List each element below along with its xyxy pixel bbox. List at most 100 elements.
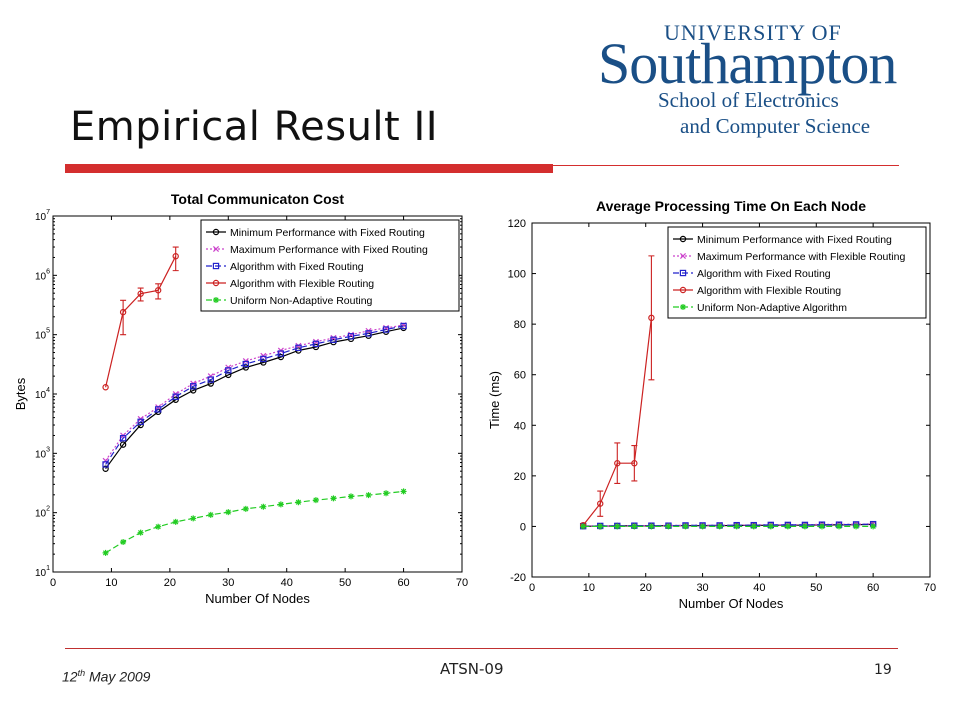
data-point	[870, 523, 877, 530]
footer-divider	[65, 648, 898, 649]
legend-swatch-marker	[212, 262, 220, 270]
chart-average-processing-time: Average Processing Time On Each Node Numb…	[487, 198, 936, 610]
data-point	[277, 501, 284, 508]
x-tick-label: 10	[583, 582, 595, 594]
data-point	[631, 460, 638, 467]
data-point	[242, 360, 250, 368]
data-point	[330, 495, 337, 502]
y-tick-exponent: 6	[46, 268, 50, 275]
data-point	[137, 529, 144, 536]
data-point	[382, 326, 390, 333]
title-underline-red	[65, 164, 553, 173]
x-tick-label: 60	[867, 582, 879, 594]
y-tick-label: 100	[508, 269, 526, 281]
data-point	[347, 493, 354, 500]
x-tick-label: 30	[696, 582, 708, 594]
y-tick-label: 103	[35, 446, 50, 460]
university-logo: UNIVERSITY OF Southampton School of Elec…	[596, 20, 906, 140]
data-point	[207, 380, 214, 387]
x-tick-label: 20	[640, 582, 652, 594]
x-tick-label: 0	[50, 577, 56, 589]
legend-label: Uniform Non-Adaptive Algorithm	[697, 302, 847, 314]
legend-swatch-marker	[679, 252, 687, 260]
data-point	[260, 359, 267, 366]
data-point	[597, 500, 604, 507]
data-point	[102, 384, 109, 391]
data-point	[137, 290, 144, 297]
y-tick-exponent: 3	[46, 446, 50, 453]
y-tick-label: 60	[514, 370, 526, 382]
data-point	[225, 367, 232, 374]
x-tick-label: 30	[222, 577, 234, 589]
legend-box	[667, 226, 927, 319]
x-tick-label: 70	[456, 577, 468, 589]
logo-line-university: UNIVERSITY OF	[664, 20, 842, 45]
y-tick-label: 20	[514, 471, 526, 483]
footer-conference: ATSN-09	[440, 660, 504, 678]
y-tick-exponent: 5	[46, 328, 50, 335]
data-point	[119, 434, 127, 442]
legend-swatch-marker	[212, 228, 220, 236]
data-point	[119, 308, 127, 316]
x-tick-label: 70	[924, 582, 936, 594]
y-tick-exponent: 7	[46, 209, 50, 216]
legend-swatch-marker	[213, 297, 219, 303]
data-point	[818, 523, 825, 530]
data-point	[665, 523, 672, 530]
data-point	[155, 523, 162, 530]
data-point	[260, 355, 267, 363]
legend-swatch-marker	[679, 269, 687, 277]
data-point	[120, 539, 127, 546]
legend-label: Algorithm with Flexible Routing	[697, 285, 841, 297]
y-tick-label: 40	[514, 420, 526, 432]
data-point	[154, 406, 162, 413]
legend-label: Minimum Performance with Fixed Routing	[697, 234, 892, 246]
y-tick-exponent: 4	[46, 387, 50, 394]
y-tick-base: 10	[35, 568, 47, 579]
legend-label: Algorithm with Fixed Routing	[230, 261, 364, 273]
x-tick-label: 40	[281, 577, 293, 589]
data-point	[614, 460, 621, 467]
data-point	[648, 523, 655, 530]
legend-swatch-marker	[212, 245, 220, 253]
data-point	[207, 373, 214, 380]
data-point	[225, 509, 232, 516]
data-point	[767, 523, 774, 530]
data-point	[312, 340, 320, 348]
legend-swatch-marker	[680, 304, 686, 310]
series-4	[102, 246, 179, 391]
footer-page-number: 19	[874, 662, 892, 678]
footer-date-day: 12	[62, 668, 78, 685]
x-axis-label: Number Of Nodes	[679, 596, 784, 610]
y-tick-label: 106	[35, 268, 50, 282]
y-tick-label: 80	[514, 319, 526, 331]
legend-box	[200, 219, 460, 312]
data-point	[347, 333, 355, 340]
legend-label: Uniform Non-Adaptive Routing	[230, 295, 373, 307]
x-tick-label: 50	[810, 582, 822, 594]
data-point	[172, 518, 179, 525]
data-point	[836, 523, 843, 530]
data-point	[784, 523, 791, 530]
y-tick-label: 101	[35, 565, 50, 579]
legend-label: Algorithm with Flexible Routing	[230, 278, 374, 290]
y-tick-base: 10	[35, 390, 47, 401]
legend-label: Minimum Performance with Fixed Routing	[230, 227, 425, 239]
data-point	[400, 488, 407, 495]
y-axis-label: Bytes	[13, 377, 28, 410]
x-tick-label: 0	[529, 582, 535, 594]
legend: Minimum Performance with Fixed Routing Ma…	[667, 226, 927, 319]
legend-swatch-marker	[679, 235, 687, 243]
series-5	[102, 488, 407, 556]
data-point	[295, 499, 302, 506]
error-bar	[597, 490, 604, 517]
footer-date: 12th May 2009	[62, 668, 150, 685]
data-point	[365, 330, 372, 337]
legend-label: Algorithm with Fixed Routing	[697, 268, 831, 280]
data-point	[853, 523, 860, 530]
x-tick-label: 50	[339, 577, 351, 589]
logo-line-school: School of Electronics	[658, 88, 839, 112]
error-bar	[614, 442, 621, 484]
data-point	[682, 523, 689, 530]
data-point	[312, 497, 319, 504]
